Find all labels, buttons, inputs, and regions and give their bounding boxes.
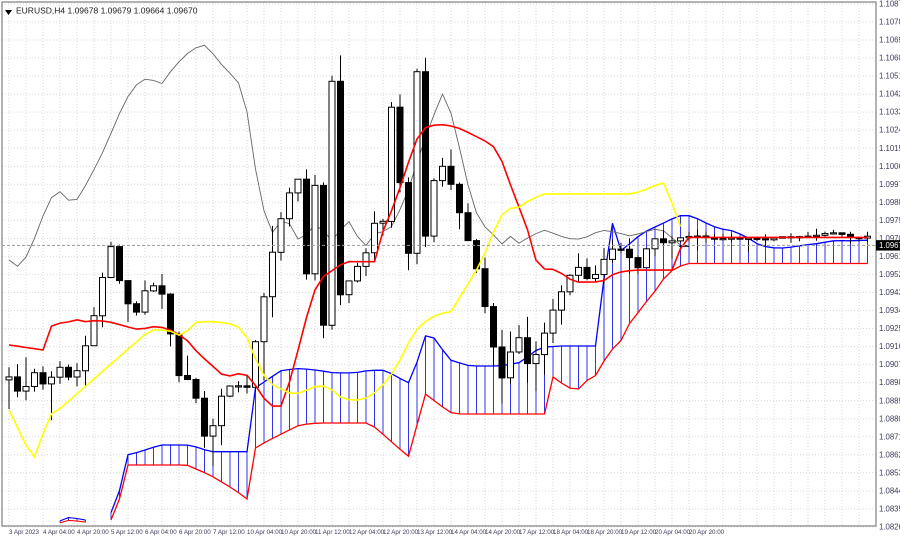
svg-text:19 Apr 12:00: 19 Apr 12:00 xyxy=(621,529,657,536)
svg-text:20 Apr 20:00: 20 Apr 20:00 xyxy=(689,529,725,536)
svg-text:3 Apr 2023: 3 Apr 2023 xyxy=(9,529,39,536)
svg-text:12 Apr 04:00: 12 Apr 04:00 xyxy=(349,529,385,536)
svg-text:14 Apr 04:00: 14 Apr 04:00 xyxy=(451,529,487,536)
svg-text:1.10515: 1.10515 xyxy=(879,72,900,81)
svg-text:4 Apr 04:00: 4 Apr 04:00 xyxy=(43,529,75,536)
svg-text:1.08805: 1.08805 xyxy=(879,414,900,423)
svg-text:1.10335: 1.10335 xyxy=(879,108,900,117)
svg-text:1.09435: 1.09435 xyxy=(879,288,900,297)
svg-text:1.10155: 1.10155 xyxy=(879,144,900,153)
svg-text:1.09615: 1.09615 xyxy=(879,252,900,261)
svg-text:1.09345: 1.09345 xyxy=(879,306,900,315)
svg-text:1.09670: 1.09670 xyxy=(879,241,900,250)
svg-text:1.09075: 1.09075 xyxy=(879,360,900,369)
svg-text:1.08985: 1.08985 xyxy=(879,378,900,387)
svg-text:1.10065: 1.10065 xyxy=(879,162,900,171)
svg-text:17 Apr 12:00: 17 Apr 12:00 xyxy=(519,529,555,536)
svg-text:14 Apr 20:00: 14 Apr 20:00 xyxy=(485,529,521,536)
svg-text:1.08625: 1.08625 xyxy=(879,450,900,459)
svg-text:10 Apr 04:00: 10 Apr 04:00 xyxy=(247,529,283,536)
svg-text:1.09165: 1.09165 xyxy=(879,342,900,351)
svg-text:1.08715: 1.08715 xyxy=(879,432,900,441)
svg-text:18 Apr 20:00: 18 Apr 20:00 xyxy=(587,529,623,536)
svg-text:13 Apr 12:00: 13 Apr 12:00 xyxy=(417,529,453,536)
svg-text:1.08445: 1.08445 xyxy=(879,486,900,495)
svg-text:1.10245: 1.10245 xyxy=(879,126,900,135)
svg-text:7 Apr 12:00: 7 Apr 12:00 xyxy=(213,529,245,536)
svg-text:1.09255: 1.09255 xyxy=(879,324,900,333)
svg-text:5 Apr 12:00: 5 Apr 12:00 xyxy=(111,529,143,536)
svg-text:EURUSD,H4 1.09678 1.09679 1.0: EURUSD,H4 1.09678 1.09679 1.09664 1.0967… xyxy=(16,6,198,16)
svg-text:1.09525: 1.09525 xyxy=(879,270,900,279)
svg-text:1.09795: 1.09795 xyxy=(879,216,900,225)
svg-text:1.10875: 1.10875 xyxy=(879,0,900,9)
svg-text:1.08535: 1.08535 xyxy=(879,468,900,477)
svg-text:12 Apr 20:00: 12 Apr 20:00 xyxy=(383,529,419,536)
svg-text:10 Apr 20:00: 10 Apr 20:00 xyxy=(281,529,317,536)
svg-text:1.08355: 1.08355 xyxy=(879,504,900,513)
svg-text:1.08895: 1.08895 xyxy=(879,396,900,405)
svg-text:1.10425: 1.10425 xyxy=(879,90,900,99)
svg-text:1.09975: 1.09975 xyxy=(879,180,900,189)
svg-text:20 Apr 04:00: 20 Apr 04:00 xyxy=(655,529,691,536)
svg-text:1.09885: 1.09885 xyxy=(879,198,900,207)
svg-text:4 Apr 20:00: 4 Apr 20:00 xyxy=(77,529,109,536)
svg-text:6 Apr 04:00: 6 Apr 04:00 xyxy=(145,529,177,536)
svg-text:1.10695: 1.10695 xyxy=(879,36,900,45)
svg-text:1.10785: 1.10785 xyxy=(879,18,900,27)
svg-text:1.10605: 1.10605 xyxy=(879,54,900,63)
svg-text:6 Apr 20:00: 6 Apr 20:00 xyxy=(179,529,211,536)
svg-text:11 Apr 12:00: 11 Apr 12:00 xyxy=(315,529,350,536)
svg-text:1.08265: 1.08265 xyxy=(879,523,900,532)
svg-text:18 Apr 04:00: 18 Apr 04:00 xyxy=(553,529,589,536)
